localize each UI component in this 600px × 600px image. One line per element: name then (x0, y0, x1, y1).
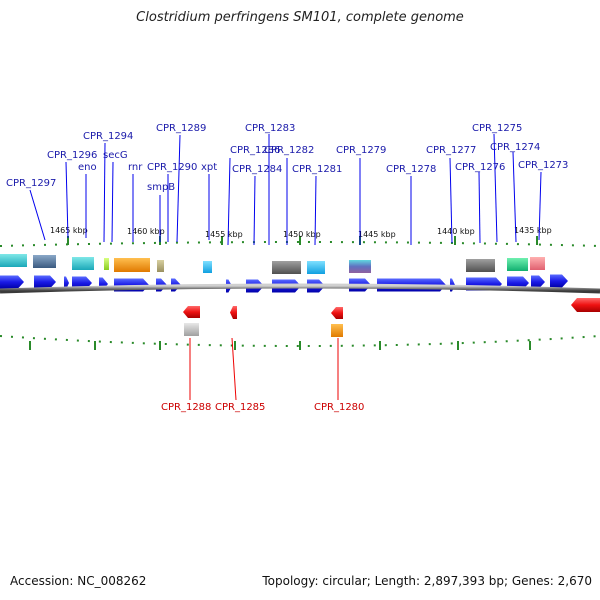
forward-gene-label: CPR_1286 (230, 145, 280, 156)
leader-lines (29, 133, 542, 401)
scale-label: 1460 kbp (127, 227, 165, 236)
reverse-gene-label: CPR_1285 (215, 402, 265, 413)
scale-labels: 1465 kbp 1460 kbp 1455 kbp 1450 kbp 1445 kbp… (50, 226, 552, 239)
leader-line (493, 133, 498, 243)
forward-gene-label: CPR_1274 (490, 142, 540, 153)
forward-gene-arrow (64, 276, 69, 290)
leader-line (65, 161, 69, 239)
forward-gene-arrow (0, 275, 24, 289)
genome-backbone (0, 283, 600, 294)
forward-gene-label: secG (103, 150, 128, 161)
cog-box (272, 261, 301, 274)
forward-gene-label: smpB (147, 182, 175, 193)
cog-box (349, 260, 371, 273)
cog-box (104, 258, 109, 270)
reverse-gene-arrow (183, 306, 200, 318)
forward-gene-label: CPR_1296 (47, 150, 97, 161)
scale-label: 1440 kbp (437, 227, 475, 236)
forward-gene-label: xpt (201, 162, 217, 173)
cog-box (307, 261, 325, 274)
forward-gene-label: CPR_1279 (336, 145, 386, 156)
cog-box (507, 258, 528, 271)
scale-label: 1455 kbp (205, 230, 243, 239)
forward-gene-label: CPR_1283 (245, 123, 295, 134)
forward-gene-arrow (531, 275, 545, 289)
reverse-strand-genes (183, 298, 600, 337)
forward-gene-label: CPR_1277 (426, 145, 476, 156)
leader-line (478, 171, 481, 244)
cog-box (72, 257, 94, 270)
forward-gene-label: eno (78, 162, 97, 173)
forward-gene-label: CPR_1297 (6, 178, 56, 189)
scale-label: 1445 kbp (358, 230, 396, 239)
forward-gene-label: CPR_1282 (264, 145, 314, 156)
reverse-gene-arrow (331, 307, 343, 319)
forward-gene-label: CPR_1284 (232, 164, 282, 175)
forward-gene-label: CPR_1276 (455, 162, 505, 173)
forward-gene-arrow (550, 274, 568, 288)
cog-box (331, 324, 343, 337)
leader-line (512, 151, 517, 243)
cog-box (203, 261, 212, 273)
leader-line (538, 171, 542, 241)
leader-line (253, 175, 256, 246)
forward-gene-label: rnr (128, 162, 143, 173)
cog-feature-boxes (0, 254, 545, 274)
scale-ticks-lower (29, 341, 531, 350)
forward-gene-label: CPR_1273 (518, 160, 568, 171)
leader-line (227, 157, 231, 246)
cog-box (114, 258, 150, 272)
forward-gene-arrow (34, 275, 56, 289)
reverse-gene-arrow (571, 298, 600, 312)
leader-line (29, 189, 46, 241)
genome-summary: Topology: circular; Length: 2,897,393 bp… (262, 574, 592, 588)
reverse-gene-arrow (230, 306, 237, 319)
reverse-gene-label: CPR_1288 (161, 402, 211, 413)
forward-gene-label: CPR_1294 (83, 131, 133, 142)
cog-box (157, 260, 164, 272)
leader-line (111, 161, 114, 243)
forward-gene-label: CPR_1281 (292, 164, 342, 175)
scale-label: 1450 kbp (283, 230, 321, 239)
genome-title: Clostridium perfringens SM101, complete … (136, 10, 464, 25)
leader-line (314, 175, 317, 246)
forward-gene-label: CPR_1275 (472, 123, 522, 134)
scale-label: 1465 kbp (50, 226, 88, 235)
cog-box (530, 257, 545, 270)
forward-gene-label: CPR_1278 (386, 164, 436, 175)
leader-line (231, 337, 237, 401)
leader-line (449, 157, 453, 244)
cog-box (0, 254, 27, 267)
leader-line (103, 142, 106, 243)
forward-gene-label: CPR_1290 (147, 162, 197, 173)
leader-line (176, 134, 181, 243)
cog-box (184, 323, 199, 336)
scale-label: 1435 kbp (514, 226, 552, 235)
forward-gene-label: CPR_1289 (156, 123, 206, 134)
accession-label: Accession: NC_008262 (10, 574, 147, 588)
reverse-gene-label: CPR_1280 (314, 402, 364, 413)
cog-box (466, 259, 495, 272)
cog-box (33, 255, 56, 268)
